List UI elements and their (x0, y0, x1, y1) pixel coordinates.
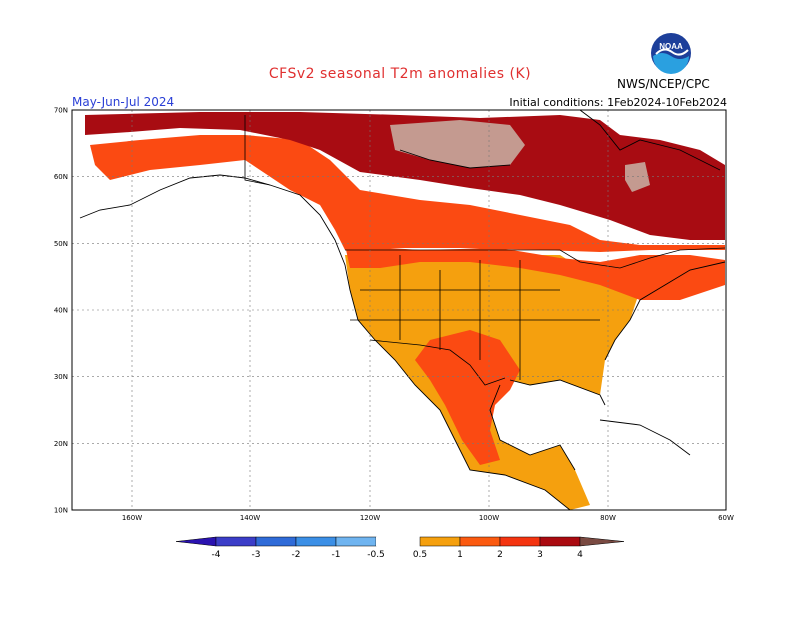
lat-label: 20N (54, 440, 68, 448)
lat-label: 60N (54, 173, 68, 181)
colorbar-segment (539, 536, 581, 547)
colorbar-label: -0.5 (367, 550, 385, 560)
colorbar-label: 1 (457, 550, 463, 560)
latitude-labels: 70N 60N 50N 40N 30N 20N 10N (54, 107, 68, 515)
region-tan-labrador (625, 162, 650, 192)
map-frame (71, 109, 727, 511)
lon-label: 160W (122, 514, 142, 522)
colorbar-segment (419, 536, 461, 547)
lon-label: 140W (240, 514, 260, 522)
chart-title: CFSv2 seasonal T2m anomalies (K) (268, 66, 532, 82)
agency-label: NWS/NCEP/CPC (617, 77, 710, 91)
colorbar-label: -1 (332, 550, 341, 560)
colorbar-label: 0.5 (413, 550, 427, 560)
region-tan-arctic (390, 120, 525, 168)
colorbar-label: -3 (252, 550, 261, 560)
color-legend: -4 -3 -2 -1 -0.5 0.5 1 2 3 4 (175, 536, 625, 560)
colorbar-label: -4 (212, 550, 221, 560)
lon-label: 80W (600, 514, 616, 522)
region-red-southwest (415, 330, 520, 465)
noaa-logo-icon: NOAA (651, 33, 691, 74)
lat-label: 10N (54, 507, 68, 515)
colorbar-label: 3 (537, 550, 543, 560)
region-red-north (345, 245, 725, 300)
lat-label: 30N (54, 373, 68, 381)
colorbar-segment (459, 536, 501, 547)
colorbar-label: 4 (577, 550, 583, 560)
longitude-labels: 160W 140W 120W 100W 80W 60W (122, 514, 734, 522)
colorbar-segment (255, 536, 297, 547)
lat-label: 40N (54, 307, 68, 315)
lon-label: 100W (479, 514, 499, 522)
anomaly-regions (85, 112, 725, 510)
colorbar-segment (215, 536, 257, 547)
coastlines (79, 109, 726, 511)
region-darkred-arctic (85, 112, 725, 240)
graticule (72, 110, 726, 510)
colorbar-segment (335, 536, 377, 547)
forecast-period: May-Jun-Jul 2024 (72, 95, 175, 109)
colorbar-label: 2 (497, 550, 503, 560)
lon-label: 60W (718, 514, 734, 522)
svg-text:NOAA: NOAA (659, 42, 683, 51)
colorbar-segment (499, 536, 541, 547)
colorbar-arrow-right (579, 536, 625, 547)
region-red-canada (90, 135, 725, 252)
colorbar-segment (295, 536, 337, 547)
lat-label: 70N (54, 107, 68, 115)
colorbar-arrow-left (175, 536, 217, 547)
colorbar-label: -2 (292, 550, 301, 560)
lon-label: 120W (360, 514, 380, 522)
initial-conditions: Initial conditions: 1Feb2024-10Feb2024 (509, 96, 727, 109)
colorbar-neutral (376, 537, 420, 546)
lat-label: 50N (54, 240, 68, 248)
borders (244, 115, 726, 386)
